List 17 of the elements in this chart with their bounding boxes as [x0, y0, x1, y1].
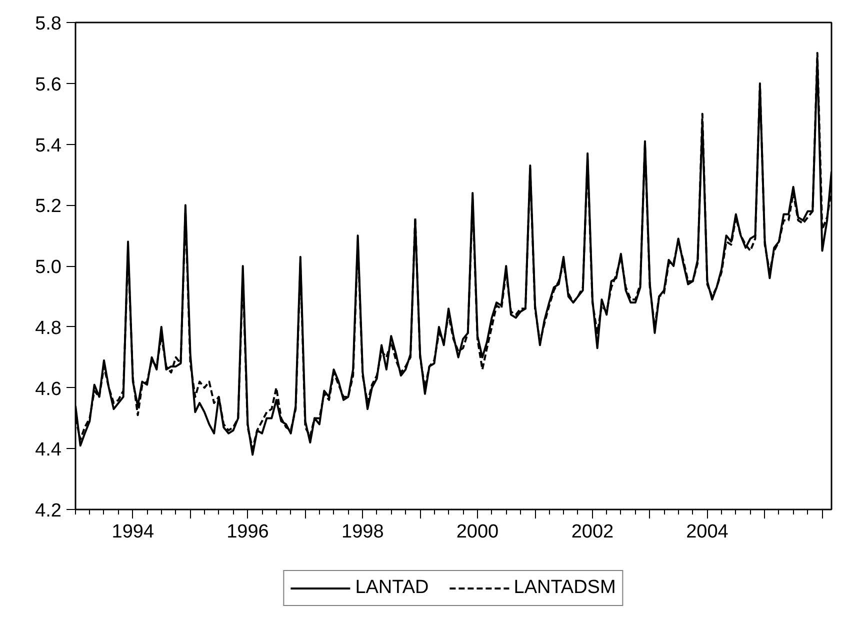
y-tick-label: 4.6	[35, 378, 62, 400]
legend-label: LANTAD	[355, 576, 429, 598]
y-tick-label: 4.8	[35, 318, 62, 339]
y-tick-label: 5.8	[35, 14, 62, 34]
x-tick-label: 2004	[686, 522, 729, 542]
x-tick-label: 1998	[342, 522, 384, 542]
y-tick-label: 4.2	[35, 500, 62, 522]
y-tick-label: 5.6	[35, 74, 62, 96]
y-tick-label: 5.2	[35, 196, 62, 218]
y-tick-label: 4.4	[35, 440, 62, 461]
x-tick-label: 2002	[571, 522, 614, 542]
x-tick-label: 1996	[226, 522, 269, 542]
y-tick-label: 5.0	[35, 257, 62, 278]
y-tick-label: 5.4	[35, 135, 62, 156]
x-tick-label: 2000	[456, 522, 499, 542]
legend-label: LANTADSM	[514, 576, 616, 598]
x-tick-label: 1994	[112, 522, 154, 542]
